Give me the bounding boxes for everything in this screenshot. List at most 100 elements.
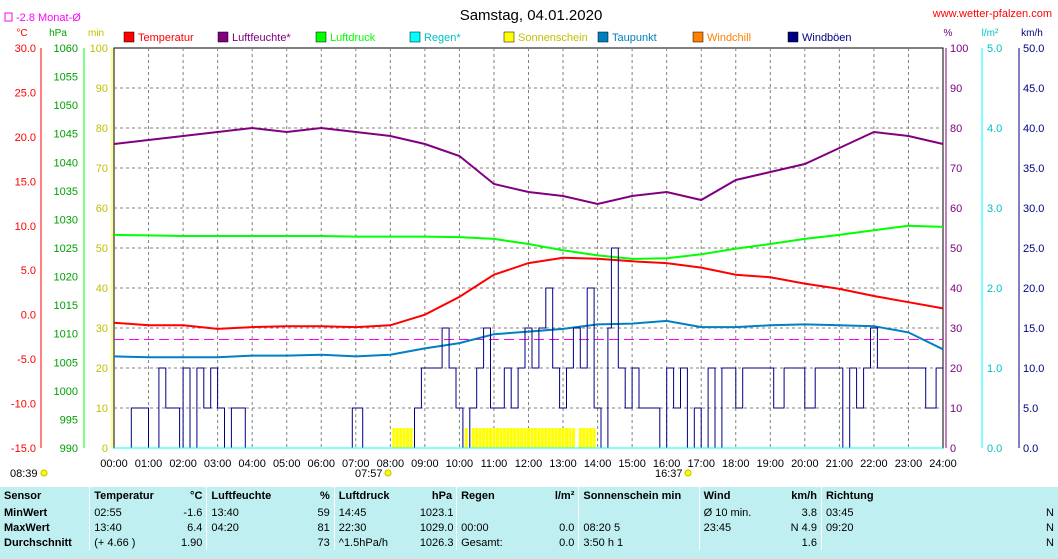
temp-tick-label: 5.0 bbox=[21, 265, 36, 277]
time-tick-label: 00:00 bbox=[100, 458, 128, 470]
pressure-tick-label: 1015 bbox=[54, 300, 78, 312]
chart-legend: Temperatur Luftfeuchte* Luftdruck Regen* Son… bbox=[123, 31, 852, 44]
chart-title: Samstag, 04.01.2020 bbox=[460, 7, 603, 24]
sunshine-bar bbox=[533, 428, 537, 448]
sunshine-bar bbox=[564, 428, 568, 448]
time-tick-label: 11:00 bbox=[481, 458, 508, 470]
sunshine-bar bbox=[554, 428, 558, 448]
series-line bbox=[113, 256, 944, 330]
sunshine-bar bbox=[513, 428, 517, 448]
summary-cell: N 4.9 bbox=[790, 521, 817, 534]
time-tick-label: 18:00 bbox=[722, 458, 750, 470]
summary-header-cell: Sensor bbox=[4, 490, 42, 502]
right-unit-label: km/h bbox=[1021, 28, 1043, 39]
summary-header-cell: Wind bbox=[698, 487, 781, 505]
sunshine-bar bbox=[592, 428, 596, 448]
summary-cell bbox=[578, 505, 700, 520]
summary-header-cell: Temperatur bbox=[89, 487, 172, 505]
sunshine-bar bbox=[506, 428, 510, 448]
wind-tick-label: 45.0 bbox=[1023, 83, 1044, 95]
humidity-tick-label: 70 bbox=[950, 163, 962, 175]
sunshine-bar bbox=[551, 428, 555, 448]
time-tick-label: 05:00 bbox=[273, 458, 301, 470]
legend-label: Windchill bbox=[707, 32, 751, 44]
pressure-tick-label: 990 bbox=[60, 443, 78, 455]
pressure-tick-label: 995 bbox=[60, 414, 78, 426]
website-link[interactable]: www.wetter-pfalzen.com bbox=[932, 8, 1052, 20]
sunrise-label: 07:57 bbox=[355, 468, 383, 480]
temp-tick-label: 30.0 bbox=[15, 43, 36, 55]
sunshine-bar bbox=[464, 428, 468, 448]
summary-table: Sensor Temperatur °C Luftfeuchte% Luftdruck h… bbox=[0, 487, 1058, 559]
sunshine-bar bbox=[489, 428, 493, 448]
time-tick-label: 22:00 bbox=[860, 458, 888, 470]
time-tick-label: 21:00 bbox=[826, 458, 854, 470]
summary-cell bbox=[456, 505, 528, 520]
summary-cell: ^1.5hPa/h bbox=[333, 535, 416, 550]
temp-tick-label: -5.0 bbox=[17, 354, 36, 366]
summary-cell: N bbox=[1046, 506, 1054, 519]
time-tick-label: 04:00 bbox=[238, 458, 266, 470]
summary-row-label: MaxWert bbox=[4, 521, 50, 534]
time-tick-label: 06:00 bbox=[307, 458, 335, 470]
pressure-tick-label: 1055 bbox=[54, 72, 78, 84]
sunshine-bar bbox=[530, 428, 534, 448]
summary-cell: 09:20 bbox=[820, 520, 903, 535]
series-line bbox=[113, 319, 944, 359]
summary-row-label: MinWert bbox=[4, 506, 48, 519]
summary-header-cell bbox=[903, 487, 1058, 505]
summary-cell: 23:45 bbox=[698, 520, 781, 535]
wind-tick-label: 5.0 bbox=[1023, 403, 1038, 415]
rain-tick-label: 1.0 bbox=[987, 363, 1002, 375]
legend-swatch bbox=[503, 31, 515, 43]
summary-header-cell: l/m² bbox=[554, 490, 575, 502]
sunshine-bar bbox=[502, 428, 506, 448]
sunshine-bar bbox=[482, 428, 486, 448]
summary-row-avg: Durchschnitt (+ 4.66 ) 1.90 73 ^1.5hPa/h 1026… bbox=[0, 535, 1058, 550]
sunshine-bar bbox=[406, 428, 410, 448]
sunshine-bar bbox=[485, 428, 489, 448]
summary-cell: 6.4 bbox=[187, 521, 203, 534]
legend-label: Temperatur bbox=[138, 32, 194, 44]
left-unit-label: min bbox=[88, 28, 104, 39]
sunshine-tick-label: 30 bbox=[96, 323, 108, 335]
summary-cell: 73 bbox=[317, 536, 330, 549]
sunshine-bar bbox=[527, 428, 530, 448]
legend-label: Regen* bbox=[424, 32, 461, 44]
temp-tick-label: 25.0 bbox=[15, 87, 36, 99]
sunshine-bar bbox=[568, 428, 572, 448]
series-line bbox=[113, 224, 944, 260]
summary-cell: N bbox=[1046, 536, 1054, 549]
sunshine-bar bbox=[499, 428, 503, 448]
sunshine-bar bbox=[561, 428, 565, 448]
time-tick-label: 16:00 bbox=[653, 458, 681, 470]
humidity-tick-label: 40 bbox=[950, 283, 962, 295]
wind-tick-label: 30.0 bbox=[1023, 203, 1044, 215]
wind-tick-label: 10.0 bbox=[1023, 363, 1044, 375]
wind-tick-label: 15.0 bbox=[1023, 323, 1044, 335]
time-tick-label: 19:00 bbox=[757, 458, 785, 470]
sunshine-bar bbox=[589, 428, 593, 448]
left-unit-label: hPa bbox=[49, 28, 67, 39]
summary-header-cell: % bbox=[320, 490, 330, 502]
summary-header-cell: Sonnenschein min bbox=[578, 487, 700, 505]
month-avg-label: -2.8 Monat-Ø bbox=[16, 12, 81, 24]
pressure-tick-label: 1020 bbox=[54, 272, 78, 284]
chart-grid bbox=[113, 47, 944, 449]
sunshine-bar bbox=[471, 428, 475, 448]
summary-cell: 0.0 bbox=[559, 536, 575, 549]
sunshine-bar bbox=[523, 428, 527, 448]
time-tick-label: 15:00 bbox=[618, 458, 646, 470]
sunshine-bar bbox=[399, 428, 403, 448]
summary-cell: -1.6 bbox=[183, 506, 203, 519]
summary-cell bbox=[528, 505, 579, 520]
sunshine-bar bbox=[547, 428, 551, 448]
legend-label: Taupunkt bbox=[612, 32, 657, 44]
daylength-icon bbox=[40, 469, 48, 477]
legend-label: Luftdruck bbox=[330, 32, 376, 44]
rain-tick-label: 5.0 bbox=[987, 43, 1002, 55]
summary-cell: Ø 10 min. bbox=[698, 505, 781, 520]
time-tick-label: 14:00 bbox=[584, 458, 612, 470]
summary-header-cell: Regen bbox=[456, 487, 528, 505]
humidity-tick-label: 20 bbox=[950, 363, 962, 375]
